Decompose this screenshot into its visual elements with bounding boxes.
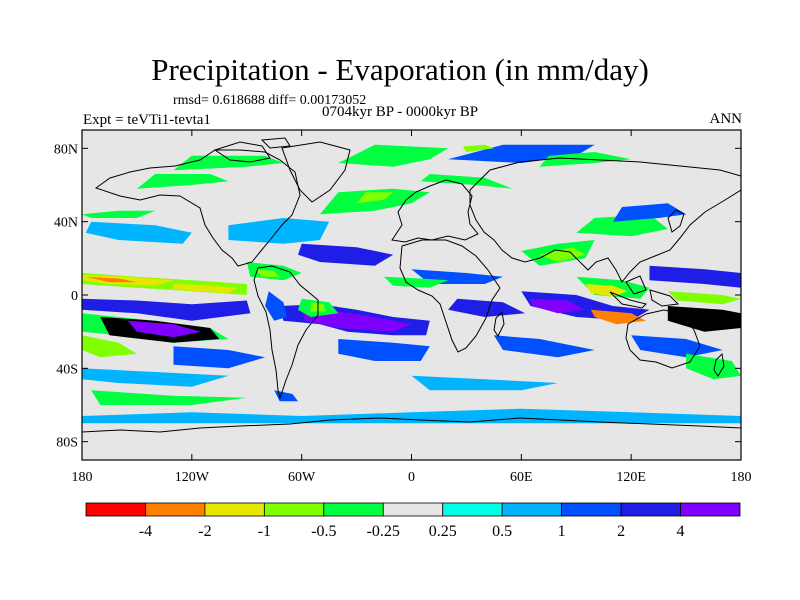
field-region-45 — [649, 265, 741, 288]
field-region-37 — [411, 375, 558, 391]
stats-line: rmsd= 0.618688 diff= 0.00173052 — [173, 93, 367, 108]
colorbar-swatch-5 — [382, 502, 444, 517]
colorbar-swatch-9 — [620, 502, 681, 517]
field-region-28 — [338, 144, 449, 167]
coastline-madagascar — [493, 310, 505, 337]
lat-tick-label-2: 0 — [71, 289, 78, 304]
field-region-2 — [85, 276, 137, 283]
colorbar-label-8: 2 — [617, 523, 625, 540]
field-region-36 — [493, 335, 595, 358]
colorbar-swatch-10 — [680, 502, 741, 517]
colorbar-swatch-2 — [204, 502, 265, 517]
coastline-greenland — [281, 141, 351, 203]
coastline-south-america — [253, 265, 319, 400]
coastline-layer — [82, 137, 741, 433]
lon-tick-label-2: 60W — [288, 470, 316, 485]
field-region-48 — [590, 309, 646, 325]
season-label: ANN — [709, 111, 743, 127]
coastline-new-zealand — [713, 352, 725, 377]
field-region-19 — [255, 269, 280, 277]
colorbar-label-0: -4 — [139, 523, 152, 540]
field-region-50 — [631, 335, 723, 358]
field-region-34 — [384, 276, 449, 288]
coastline-australia — [625, 309, 701, 369]
field-region-11 — [91, 390, 247, 405]
field-region-26 — [82, 210, 156, 218]
lat-tick-label-3: 40S — [56, 362, 78, 377]
experiment-label: Expt = teVTi1-tevta1 — [83, 112, 211, 128]
lat-tick-label-0: 80N — [54, 142, 78, 157]
field-region-14 — [338, 339, 430, 361]
field-region-8 — [82, 335, 137, 358]
colorbar-label-5: 0.25 — [429, 523, 457, 540]
field-region-44 — [667, 306, 741, 332]
field-region-7 — [127, 320, 201, 338]
lon-tick-label-3: 0 — [408, 470, 415, 485]
field-region-23 — [356, 192, 394, 204]
colorbar-swatch-3 — [263, 502, 325, 517]
field-region-47 — [585, 284, 628, 297]
colorbar-swatch-0 — [85, 502, 146, 517]
field-region-40 — [576, 214, 668, 237]
period-label: 0704kyr BP - 0000kyr BP — [322, 104, 479, 120]
lon-tick-label-0: 180 — [72, 470, 93, 485]
lat-tick-label-4: 80S — [56, 436, 78, 451]
coastline-north-america — [94, 149, 301, 267]
field-region-20 — [298, 243, 394, 266]
field-region-1 — [82, 274, 174, 286]
lon-tick-label-1: 120W — [175, 470, 210, 485]
colorbar-swatch-1 — [145, 502, 206, 517]
coastline-asia — [469, 157, 741, 283]
colorbar: -4 -2 -1 -0.5 -0.25 0.25 0.5 1 2 4 — [85, 502, 741, 540]
colorbar-label-3: -0.5 — [311, 523, 336, 540]
field-region-35 — [448, 298, 525, 317]
colorbar-swatch-4 — [323, 502, 384, 517]
colorbar-label-9: 4 — [677, 523, 685, 540]
field-region-3 — [173, 284, 238, 294]
field-region-21 — [228, 218, 330, 244]
field-region-52 — [82, 408, 741, 424]
coastline-arctic-islands — [213, 137, 291, 163]
field-region-29 — [448, 144, 595, 163]
lon-tick-label-6: 180 — [731, 470, 752, 485]
field-region-18 — [246, 262, 302, 281]
field-region-9 — [173, 346, 266, 369]
lon-tick-label-4: 60E — [510, 470, 533, 485]
field-layer — [82, 144, 741, 424]
field-region-51 — [686, 353, 741, 380]
colorbar-label-7: 1 — [558, 523, 566, 540]
coastline-indonesia — [609, 275, 680, 309]
field-region-43 — [530, 298, 586, 314]
colorbar-swatch-6 — [442, 502, 503, 517]
colorbar-swatch-7 — [501, 502, 563, 517]
field-region-31 — [462, 144, 494, 152]
colorbar-label-1: -2 — [198, 523, 211, 540]
field-region-24 — [136, 174, 229, 189]
field-region-49 — [667, 291, 741, 305]
lon-tick-label-5: 120E — [616, 470, 646, 485]
colorbar-swatch-8 — [561, 502, 622, 517]
field-region-13 — [301, 309, 412, 332]
field-region-32 — [420, 174, 513, 189]
field-region-39 — [539, 247, 586, 262]
field-region-10 — [82, 368, 229, 387]
colorbar-label-4: -0.25 — [367, 523, 400, 540]
field-region-4 — [82, 298, 251, 321]
field-region-25 — [85, 221, 192, 244]
colorbar-label-6: 0.5 — [492, 523, 512, 540]
axis-ticks: 80N 40N 0 40S 80S 180 120W 60W 0 60E 120E 180 — [54, 130, 752, 485]
coastline-japan — [667, 209, 685, 233]
field-region-22 — [320, 188, 430, 215]
field-region-17 — [265, 291, 287, 321]
coastline-africa — [399, 239, 501, 353]
coastline-antarctica — [82, 417, 741, 433]
colorbar-label-2: -1 — [258, 523, 271, 540]
plot-title: Precipitation - Evaporation (in mm/day) — [151, 52, 649, 87]
lat-tick-label-1: 40N — [54, 216, 78, 231]
field-region-41 — [612, 203, 687, 222]
